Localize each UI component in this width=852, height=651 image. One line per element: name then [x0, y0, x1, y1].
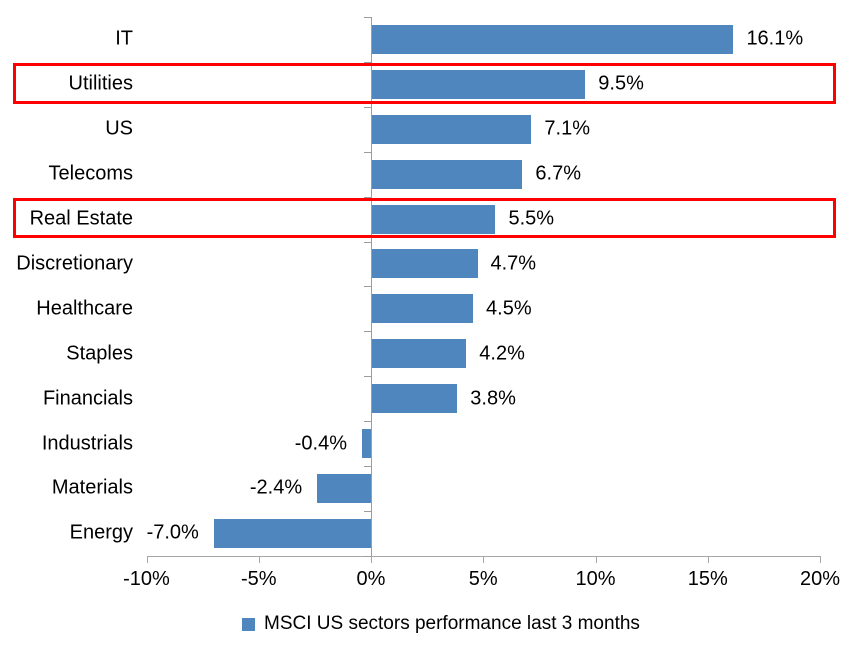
- category-label: Discretionary: [16, 252, 133, 275]
- category-axis-tick: [364, 241, 371, 243]
- category-label: Staples: [66, 342, 133, 365]
- value-label: -7.0%: [146, 521, 199, 544]
- category-axis-tick: [364, 17, 371, 18]
- x-axis-tick: [258, 556, 260, 563]
- bar: [213, 518, 371, 548]
- category-axis-tick: [364, 286, 371, 288]
- x-axis-tick: [146, 556, 148, 563]
- category-label: Materials: [51, 476, 133, 499]
- category-axis-tick: [364, 106, 371, 108]
- bar: [372, 159, 523, 189]
- bar: [372, 339, 467, 369]
- value-label: 4.7%: [490, 252, 537, 275]
- value-label: 5.5%: [508, 207, 555, 230]
- value-label: 9.5%: [598, 72, 644, 95]
- bar: [372, 294, 474, 324]
- category-label: Telecoms: [48, 162, 133, 185]
- value-label: 7.1%: [544, 117, 590, 140]
- category-axis-tick: [364, 196, 371, 198]
- category-axis-tick: [364, 61, 371, 63]
- value-label: 6.7%: [535, 162, 581, 185]
- category-axis-tick: [364, 376, 371, 378]
- value-label: 16.1%: [746, 27, 804, 50]
- category-label: Utilities: [68, 72, 133, 95]
- category-label: IT: [115, 27, 133, 50]
- category-label: US: [105, 117, 133, 140]
- x-axis-tick: [595, 556, 597, 563]
- category-axis-tick: [364, 151, 371, 153]
- x-axis-tick-label: 15%: [687, 568, 728, 590]
- bar: [372, 69, 586, 99]
- highlight-box: [13, 197, 836, 239]
- x-axis-tick-label: 20%: [799, 568, 841, 590]
- x-axis-tick-label: 5%: [468, 568, 498, 590]
- value-label: 3.8%: [470, 387, 516, 410]
- value-label: 4.2%: [479, 342, 525, 365]
- bar: [372, 384, 458, 414]
- category-label: Industrials: [41, 432, 133, 455]
- value-label: -0.4%: [294, 432, 348, 455]
- category-label: Energy: [69, 521, 133, 544]
- category-axis-tick: [364, 555, 371, 557]
- x-axis-tick: [371, 556, 372, 563]
- value-label: -2.4%: [249, 476, 303, 499]
- x-axis-tick-label: -5%: [240, 568, 277, 590]
- x-axis-tick: [483, 556, 485, 563]
- bar: [372, 24, 734, 54]
- category-axis-tick: [364, 331, 371, 333]
- x-axis-tick-label: 0%: [356, 568, 386, 590]
- category-axis-tick: [364, 466, 371, 467]
- bar: [372, 249, 478, 279]
- bar: [372, 204, 496, 234]
- x-axis-tick-label: 10%: [575, 568, 616, 590]
- x-axis-tick: [707, 556, 709, 563]
- highlight-box: [13, 62, 836, 104]
- category-axis-tick: [364, 510, 371, 512]
- bar: [317, 473, 371, 503]
- zero-axis-line: [371, 17, 372, 563]
- category-label: Healthcare: [36, 297, 133, 320]
- value-label: 4.5%: [486, 297, 532, 320]
- category-label: Real Estate: [29, 207, 133, 230]
- legend-marker-icon: [242, 617, 255, 631]
- legend: MSCI US sectors performance last 3 month…: [242, 611, 640, 637]
- category-axis-tick: [364, 421, 371, 423]
- x-axis-tick-label: -10%: [123, 568, 170, 590]
- category-label: Financials: [42, 387, 133, 410]
- x-axis-tick: [820, 556, 821, 563]
- bar: [372, 114, 532, 144]
- legend-label: MSCI US sectors performance last 3 month…: [264, 613, 640, 634]
- bar: [362, 429, 371, 459]
